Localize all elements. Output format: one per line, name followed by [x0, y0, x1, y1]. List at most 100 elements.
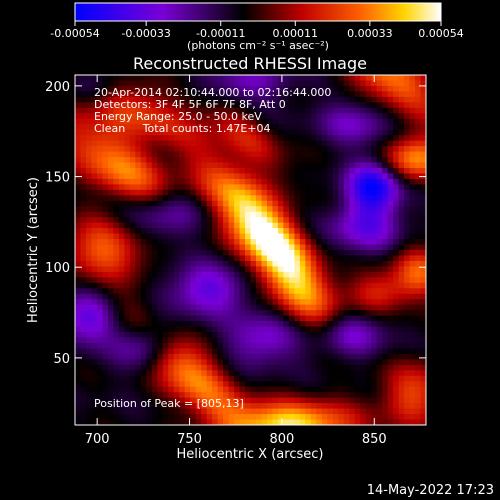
- heatmap-cell: [255, 321, 262, 327]
- heatmap-cell: [420, 151, 427, 158]
- heatmap-cell: [85, 244, 92, 251]
- heatmap-cell: [239, 342, 246, 349]
- heatmap-cell: [266, 250, 273, 256]
- heatmap-cell: [398, 167, 405, 174]
- heatmap-cell: [360, 403, 367, 409]
- heatmap-cell: [195, 157, 202, 163]
- heatmap-cell: [332, 359, 339, 366]
- heatmap-cell: [343, 260, 350, 267]
- heatmap-cell: [173, 332, 180, 338]
- heatmap-cell: [343, 397, 350, 404]
- heatmap-cell: [365, 397, 372, 404]
- heatmap-cell: [393, 326, 399, 333]
- heatmap-cell: [146, 173, 153, 180]
- heatmap-cell: [415, 255, 421, 262]
- heatmap-cell: [201, 288, 208, 295]
- heatmap-cell: [420, 348, 427, 355]
- heatmap-cell: [349, 195, 356, 202]
- heatmap-cell: [316, 359, 323, 366]
- heatmap-cell: [239, 266, 246, 273]
- heatmap-cell: [376, 288, 383, 295]
- heatmap-cell: [316, 239, 323, 245]
- heatmap-cell: [310, 364, 317, 371]
- heatmap-cell: [201, 129, 208, 136]
- heatmap-cell: [157, 282, 164, 289]
- heatmap-cell: [349, 167, 356, 174]
- heatmap-cell: [250, 140, 257, 147]
- heatmap-cell: [151, 315, 158, 322]
- heatmap-cell: [404, 414, 410, 420]
- heatmap-cell: [343, 250, 350, 256]
- heatmap-cell: [228, 414, 235, 420]
- heatmap-cell: [376, 233, 383, 240]
- heatmap-cell: [245, 260, 251, 267]
- heatmap-cell: [316, 326, 323, 333]
- heatmap-cell: [223, 353, 229, 360]
- heatmap-cell: [261, 266, 268, 273]
- heatmap-cell: [272, 173, 279, 180]
- heatmap-cell: [151, 162, 158, 169]
- heatmap-cell: [305, 282, 312, 289]
- heatmap-cell: [190, 266, 197, 273]
- heatmap-cell: [261, 113, 268, 120]
- heatmap-cell: [310, 288, 317, 295]
- heatmap-cell: [239, 403, 246, 409]
- heatmap-cell: [157, 370, 164, 377]
- heatmap-cell: [415, 250, 421, 256]
- heatmap-cell: [179, 113, 186, 120]
- heatmap-cell: [162, 304, 169, 311]
- heatmap-cell: [168, 315, 175, 322]
- heatmap-cell: [91, 107, 98, 114]
- heatmap-cell: [387, 124, 394, 131]
- heatmap-cell: [212, 419, 218, 426]
- heatmap-cell: [316, 392, 323, 399]
- heatmap-cell: [387, 189, 394, 196]
- heatmap-cell: [96, 167, 103, 174]
- heatmap-cell: [118, 135, 125, 142]
- heatmap-cell: [288, 211, 295, 218]
- heatmap-cell: [376, 162, 383, 169]
- heatmap-cell: [157, 348, 164, 355]
- heatmap-cell: [288, 239, 295, 245]
- heatmap-cell: [266, 392, 273, 399]
- heatmap-cell: [96, 299, 103, 306]
- heatmap-cell: [239, 282, 246, 289]
- heatmap-cell: [266, 370, 273, 377]
- heatmap-cell: [288, 271, 295, 278]
- heatmap-cell: [343, 222, 350, 229]
- heatmap-cell: [371, 157, 378, 163]
- heatmap-cell: [371, 178, 378, 185]
- heatmap-cell: [179, 277, 186, 284]
- heatmap-cell: [91, 403, 98, 409]
- heatmap-cell: [124, 140, 131, 147]
- heatmap-cell: [85, 315, 92, 322]
- heatmap-cell: [162, 364, 169, 371]
- heatmap-cell: [354, 419, 361, 426]
- heatmap-cell: [365, 228, 372, 234]
- heatmap-cell: [184, 293, 191, 300]
- heatmap-cell: [184, 107, 191, 114]
- heatmap-cell: [343, 228, 350, 234]
- heatmap-cell: [266, 414, 273, 420]
- heatmap-cell: [217, 85, 224, 92]
- heatmap-cell: [310, 228, 317, 234]
- heatmap-cell: [305, 85, 312, 92]
- heatmap-cell: [321, 118, 328, 125]
- heatmap-cell: [179, 315, 186, 322]
- heatmap-cell: [162, 266, 169, 273]
- heatmap-cell: [272, 151, 279, 158]
- heatmap-cell: [245, 386, 251, 393]
- heatmap-cell: [420, 167, 427, 174]
- heatmap-cell: [107, 167, 114, 174]
- heatmap-cell: [96, 233, 103, 240]
- heatmap-cell: [415, 184, 421, 191]
- heatmap-cell: [299, 304, 306, 311]
- heatmap-cell: [201, 260, 208, 267]
- heatmap-cell: [283, 211, 290, 218]
- heatmap-cell: [91, 173, 98, 180]
- heatmap-cell: [409, 326, 416, 333]
- heatmap-cell: [113, 364, 120, 371]
- heatmap-cell: [91, 129, 98, 136]
- heatmap-cell: [124, 337, 131, 344]
- heatmap-cell: [338, 151, 345, 158]
